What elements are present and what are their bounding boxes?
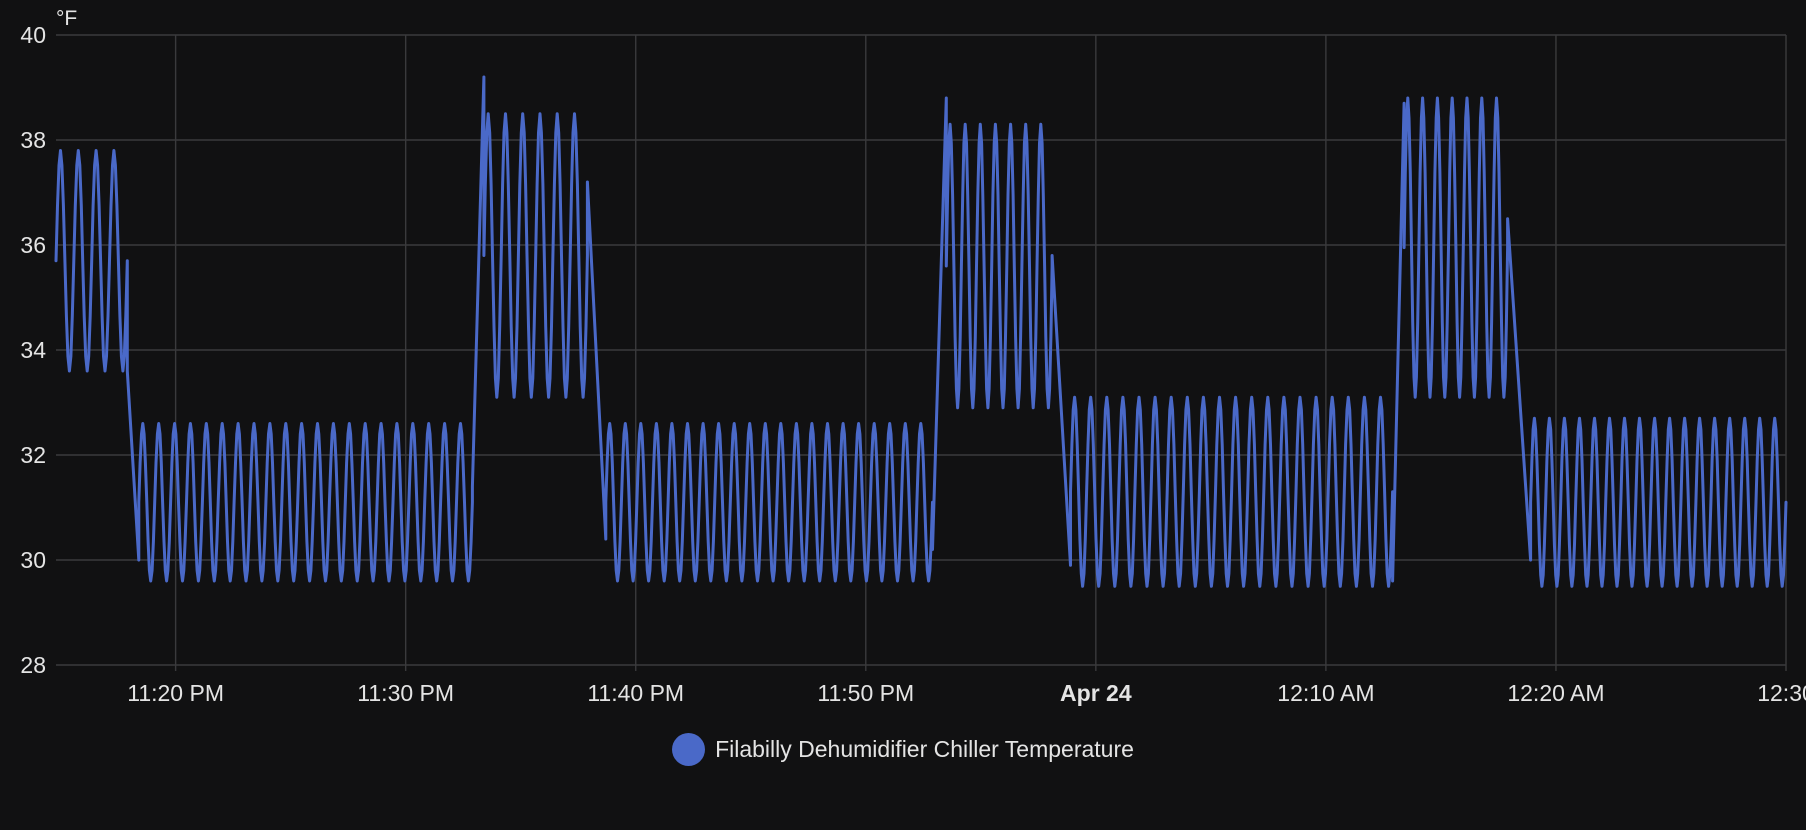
x-tick-label: 12:10 AM [1277, 680, 1374, 706]
x-tick-label: 11:50 PM [817, 680, 914, 706]
legend-label[interactable]: Filabilly Dehumidifier Chiller Temperatu… [715, 736, 1134, 762]
x-tick-label: 11:20 PM [127, 680, 224, 706]
x-tick-label: Apr 24 [1060, 680, 1132, 706]
y-tick-label: 38 [20, 127, 46, 153]
y-tick-label: 32 [20, 442, 46, 468]
y-axis-tick-labels: 28 30 32 34 36 38 40 [20, 22, 46, 678]
y-gridlines [56, 34, 1786, 666]
y-tick-label: 28 [20, 652, 46, 678]
y-tick-label: 34 [20, 337, 46, 363]
x-tick-label: 12:30 [1757, 680, 1806, 706]
x-tick-label: 11:40 PM [587, 680, 684, 706]
legend-swatch-dot[interactable] [672, 733, 706, 766]
y-tick-label: 40 [20, 22, 46, 48]
y-axis-unit-label: °F [56, 7, 77, 30]
legend: Filabilly Dehumidifier Chiller Temperatu… [0, 733, 1806, 766]
series-line[interactable] [54, 75, 1788, 588]
y-tick-label: 30 [20, 547, 46, 573]
x-tick-label: 11:30 PM [357, 680, 454, 706]
y-tick-label: 36 [20, 232, 46, 258]
x-tick-label: 12:20 AM [1507, 680, 1604, 706]
x-axis-tick-labels: 11:20 PM 11:30 PM 11:40 PM 11:50 PM Apr 24 12… [127, 680, 1806, 706]
series-layer [54, 75, 1788, 588]
